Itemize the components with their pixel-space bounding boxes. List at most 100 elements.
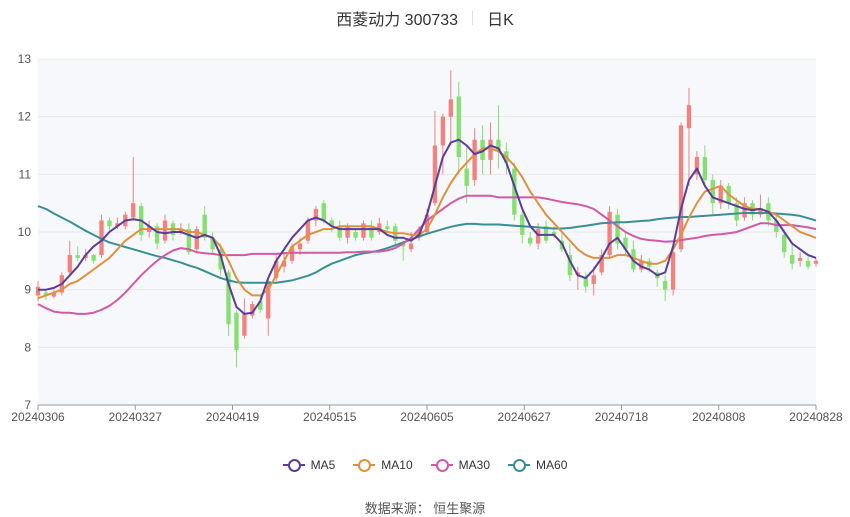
candle-body-up: [131, 203, 136, 218]
candle-body-up: [51, 292, 57, 297]
candle-body-up: [599, 255, 604, 273]
candle-body-down: [337, 226, 342, 238]
candle-body-up: [639, 260, 644, 270]
candle-body-up: [813, 260, 819, 264]
candle-body-down: [512, 168, 517, 215]
candle-body-up: [448, 99, 453, 117]
candle-body-down: [107, 220, 112, 227]
x-tick-label: 20240627: [498, 410, 552, 424]
candle-body-up: [488, 139, 493, 160]
candle-body-up: [718, 185, 723, 204]
candle-body-up: [162, 220, 168, 241]
candle-body-down: [782, 234, 787, 253]
candle-body-up: [678, 125, 684, 250]
legend-ma60[interactable]: MA60: [508, 458, 567, 472]
candle-body-up: [694, 157, 700, 175]
candle-body-up: [591, 275, 596, 284]
candle-body-up: [361, 223, 366, 238]
candle-body-up: [432, 145, 438, 204]
candle-body-down: [583, 278, 588, 287]
candle-body-down: [401, 243, 406, 247]
candle-body-down: [218, 249, 223, 270]
candle-body-up: [99, 220, 104, 256]
candle-body-up: [472, 139, 477, 181]
candle-body-down: [520, 214, 525, 235]
y-tick-label: 9: [24, 283, 31, 297]
candle-body-up: [194, 229, 199, 250]
candle-body-down: [662, 281, 668, 290]
candle-body-down: [615, 214, 620, 244]
x-tick-label: 20240828: [789, 410, 843, 424]
candle-body-down: [369, 226, 374, 238]
ma5-line: [38, 138, 817, 315]
candle-body-down: [91, 255, 96, 261]
candle-body-up: [305, 220, 311, 241]
candle-body-down: [210, 237, 215, 250]
chart-legend: MA5 MA10 MA30 MA60: [0, 458, 850, 472]
x-tick-label: 20240419: [206, 410, 260, 424]
candle-body-down: [623, 237, 628, 250]
candle-body-up: [408, 243, 414, 250]
legend-ma5-swatch: [282, 458, 305, 472]
y-tick-label: 12: [18, 110, 32, 124]
legend-ma5[interactable]: MA5: [282, 458, 336, 472]
candle-body-up: [313, 208, 319, 221]
legend-ma30-swatch: [430, 458, 453, 472]
y-tick-label: 13: [18, 52, 32, 66]
chart-title: 西菱动力 300733 日K: [0, 6, 850, 30]
candle-body-down: [543, 226, 549, 241]
candle-body-up: [758, 208, 763, 215]
candle-body-up: [297, 243, 303, 250]
y-tick-label: 7: [24, 398, 31, 412]
candle-body-down: [385, 226, 390, 230]
candle-body-down: [805, 260, 811, 267]
candle-body-up: [797, 257, 803, 261]
candle-body-down: [154, 226, 160, 244]
y-tick-label: 8: [24, 340, 31, 354]
candle-body-down: [790, 255, 795, 264]
candle-body-up: [345, 226, 350, 238]
candle-body-down: [226, 272, 231, 325]
x-tick-label: 20240808: [692, 410, 746, 424]
ma30-line: [37, 194, 817, 315]
candle-body-down: [702, 157, 708, 181]
candle-body-up: [670, 252, 676, 290]
candle-body-down: [186, 229, 192, 253]
candle-body-up: [440, 116, 446, 146]
candle-body-down: [734, 203, 739, 221]
y-tick-label: 11: [19, 167, 32, 181]
legend-ma10-label: MA10: [381, 458, 413, 472]
candle-body-up: [377, 223, 382, 232]
candle-body-down: [456, 96, 461, 158]
candle-body-up: [250, 304, 255, 316]
candle-body-down: [321, 203, 326, 221]
legend-ma10[interactable]: MA10: [353, 458, 413, 472]
candle-body-down: [464, 168, 469, 186]
ma10-line: [37, 147, 817, 300]
period-label: 日K: [487, 12, 514, 29]
candle-body-up: [266, 281, 271, 319]
legend-ma30[interactable]: MA30: [430, 458, 490, 472]
candle-body-up: [115, 223, 120, 227]
candle-body-up: [273, 260, 279, 279]
candle-body-down: [329, 220, 334, 227]
x-tick-label: 20240327: [109, 410, 163, 424]
candle-body-up: [535, 229, 541, 244]
candle-body-up: [67, 255, 72, 273]
candle-body-down: [528, 237, 533, 244]
data-source: 数据来源： 恒生聚源: [364, 501, 486, 516]
candle-body-down: [353, 232, 358, 238]
candle-body-up: [607, 211, 612, 256]
candle-body-up: [242, 312, 247, 336]
legend-ma60-label: MA60: [536, 458, 568, 472]
candle-body-down: [551, 232, 557, 235]
legend-ma5-label: MA5: [310, 458, 336, 472]
candle-body-down: [75, 255, 80, 258]
x-tick-label: 20240515: [303, 410, 357, 424]
candle-body-down: [496, 139, 501, 152]
candle-body-up: [742, 203, 747, 218]
candle-body-down: [567, 255, 573, 276]
candle-body-down: [202, 214, 207, 238]
candle-body-down: [43, 292, 49, 296]
